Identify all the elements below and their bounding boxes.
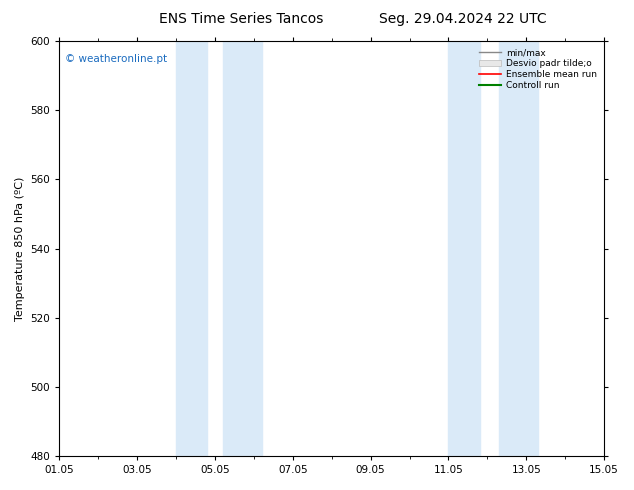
Text: Seg. 29.04.2024 22 UTC: Seg. 29.04.2024 22 UTC (379, 12, 547, 26)
Text: ENS Time Series Tancos: ENS Time Series Tancos (158, 12, 323, 26)
Legend: min/max, Desvio padr tilde;o, Ensemble mean run, Controll run: min/max, Desvio padr tilde;o, Ensemble m… (476, 46, 600, 93)
Bar (499, 41, 538, 456)
Bar (448, 41, 479, 456)
Text: © weatheronline.pt: © weatheronline.pt (65, 54, 167, 64)
Bar (223, 41, 262, 456)
Bar (176, 41, 207, 456)
Y-axis label: Temperature 850 hPa (ºC): Temperature 850 hPa (ºC) (15, 176, 25, 321)
